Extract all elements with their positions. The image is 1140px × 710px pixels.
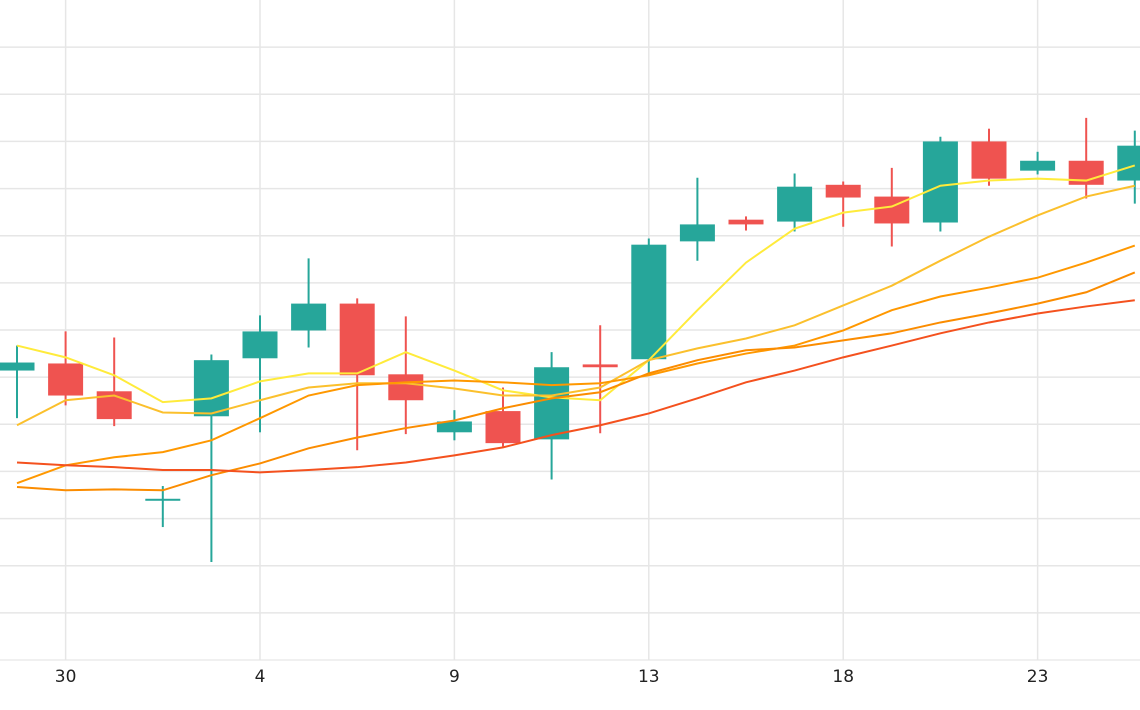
candle-body — [631, 244, 667, 360]
candle-body — [534, 367, 570, 440]
x-tick-label: 30 — [55, 667, 77, 687]
moving-average-line — [16, 244, 1136, 485]
candle-body — [436, 421, 472, 433]
candle-body — [825, 184, 861, 198]
candle-body — [339, 303, 375, 376]
moving-average-line — [16, 299, 1135, 474]
candle-body — [971, 141, 1007, 179]
x-tick-label: 13 — [638, 667, 660, 687]
x-tick-label: 18 — [832, 667, 854, 687]
candle-body — [728, 219, 764, 225]
candle-body — [922, 141, 958, 223]
moving-average-line — [16, 184, 1136, 427]
candle-body — [1020, 160, 1056, 171]
candle-body — [193, 360, 229, 417]
candle-body — [242, 331, 278, 359]
x-tick-label: 4 — [255, 667, 266, 687]
candle-body — [48, 363, 84, 396]
candle-body — [582, 364, 618, 368]
candle-body — [777, 186, 813, 222]
x-tick-label: 23 — [1027, 667, 1049, 687]
candle-body — [1117, 145, 1140, 181]
candle-body — [388, 374, 424, 401]
candle-body — [485, 411, 521, 444]
moving-average-line — [16, 164, 1136, 404]
candle-body — [0, 362, 35, 371]
candle-body — [145, 498, 181, 501]
x-tick-label: 9 — [449, 667, 460, 687]
candle-body — [679, 224, 715, 242]
candle-body — [291, 303, 327, 331]
moving-average-line — [16, 271, 1136, 492]
